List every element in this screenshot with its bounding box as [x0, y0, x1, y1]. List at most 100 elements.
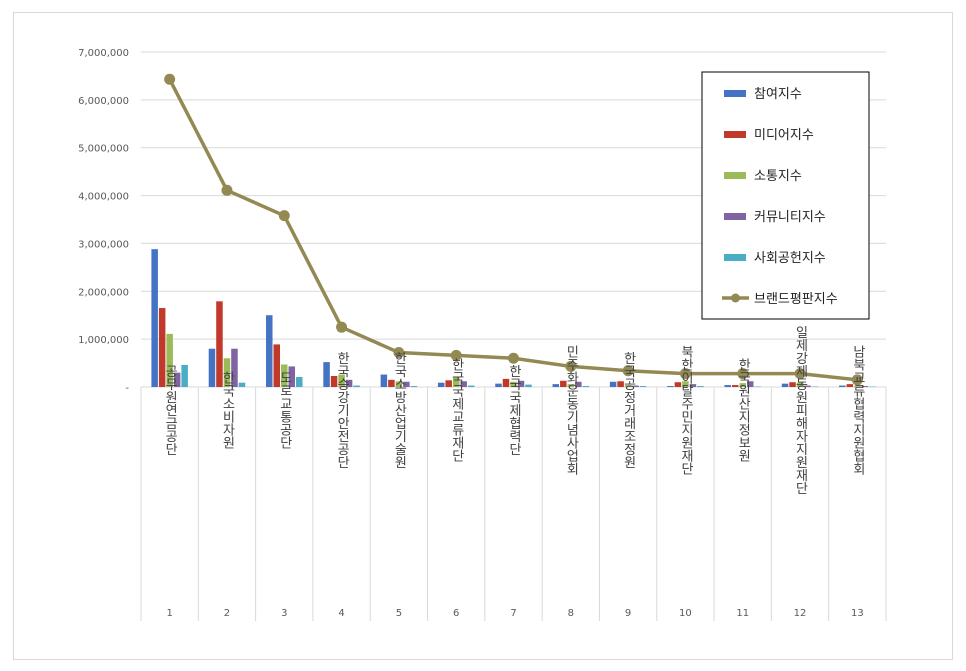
- category-label: 한국원산지정보원: [735, 358, 750, 462]
- category-label: 도로교통공단: [277, 371, 292, 449]
- legend-label: 브랜드평판지수: [754, 292, 838, 307]
- category-rank: 12: [794, 608, 807, 619]
- legend-box: [701, 71, 870, 320]
- bar: [296, 376, 303, 387]
- bar: [437, 382, 445, 387]
- line-point: [508, 352, 519, 364]
- category-rank: 4: [338, 608, 344, 619]
- legend-swatch: [724, 213, 746, 220]
- legend-swatch: [724, 254, 746, 261]
- bar: [353, 385, 360, 387]
- bar: [266, 315, 273, 387]
- legend-swatch: [724, 172, 746, 179]
- bar: [754, 386, 761, 388]
- bar: [288, 366, 296, 387]
- category-label: 한국승강기안전공단: [334, 352, 349, 469]
- bar: [552, 384, 560, 387]
- legend-label: 미디어지수: [754, 128, 814, 143]
- bar: [208, 348, 216, 387]
- chart-frame: 7,000,000 6,000,000 5,000,000 4,000,000 3,00…: [13, 12, 953, 660]
- legend-label: 커뮤니티지수: [754, 210, 826, 225]
- category-rank: 13: [851, 608, 864, 619]
- bar: [746, 381, 754, 387]
- bar: [345, 379, 353, 387]
- line-point: [622, 365, 634, 377]
- line-series: [164, 73, 863, 386]
- bar: [869, 386, 876, 388]
- line-point: [278, 210, 290, 222]
- category-rank: 1: [166, 608, 172, 619]
- line-point: [794, 368, 806, 380]
- bar: [223, 358, 231, 387]
- line-point: [851, 374, 863, 386]
- bar: [724, 385, 731, 387]
- bar: [575, 381, 582, 387]
- bar: [323, 362, 330, 387]
- y-tick-label: 1,000,000: [78, 335, 129, 346]
- y-tick-label: -: [125, 383, 129, 394]
- category-label: 한국공정거래조정원: [621, 352, 636, 469]
- bar: [525, 384, 532, 387]
- bar: [166, 333, 173, 387]
- bar: [689, 384, 697, 387]
- category-rank: 7: [510, 608, 516, 619]
- bar: [273, 344, 281, 387]
- y-tick-label: 3,000,000: [78, 239, 129, 250]
- y-axis: 7,000,000 6,000,000 5,000,000 4,000,000 3,00…: [78, 48, 129, 394]
- gridlines: [141, 51, 886, 388]
- category-label: 남북교류협력지원협회: [850, 345, 865, 475]
- line-point: [336, 321, 348, 333]
- line-point: [679, 368, 691, 380]
- bar: [632, 385, 639, 387]
- category-rank: 9: [625, 608, 631, 619]
- category-rank: 3: [281, 608, 287, 619]
- category-rank: 10: [679, 608, 692, 619]
- brand-reputation-chart: 7,000,000 6,000,000 5,000,000 4,000,000 3,00…: [78, 48, 887, 621]
- category-rank: 8: [568, 608, 574, 619]
- bar: [811, 386, 819, 388]
- bar: [380, 374, 388, 387]
- bar: [216, 301, 223, 387]
- bar: [281, 364, 288, 387]
- bar: [804, 385, 811, 387]
- line-point: [221, 184, 233, 196]
- bar-series: [151, 249, 876, 388]
- category-label: 일제강제동원피해자지원재단: [793, 326, 808, 495]
- y-tick-label: 6,000,000: [78, 96, 129, 107]
- category-rank: 2: [224, 608, 230, 619]
- line-point: [450, 349, 462, 361]
- legend-label: 참여지수: [754, 87, 802, 102]
- category-label: 한국소비자원: [219, 371, 234, 449]
- bar: [846, 384, 854, 387]
- bar: [839, 385, 846, 387]
- bar: [338, 374, 345, 387]
- bar: [697, 386, 704, 387]
- legend-swatch: [724, 90, 746, 97]
- line-point: [393, 347, 405, 359]
- bar: [517, 380, 525, 387]
- legend-swatch-marker: [731, 293, 740, 303]
- bar: [667, 386, 674, 387]
- bar: [682, 381, 689, 387]
- legend-label: 소통지수: [754, 169, 802, 184]
- bar: [173, 372, 181, 387]
- line-point: [565, 360, 577, 372]
- category-label: 민주화운동기념사업회: [563, 345, 578, 475]
- bar: [410, 386, 418, 387]
- bar: [731, 385, 739, 387]
- bar: [674, 382, 682, 387]
- category-label: 북한이탈주민지원재단: [678, 345, 693, 475]
- bar: [861, 386, 869, 387]
- bar: [639, 386, 647, 387]
- bar: [582, 386, 590, 387]
- category-rank: 5: [396, 608, 402, 619]
- category-rank: 6: [453, 608, 459, 619]
- bar: [502, 378, 510, 387]
- bar: [403, 381, 410, 387]
- bar: [624, 385, 632, 387]
- bar: [617, 381, 624, 387]
- bar: [560, 380, 567, 387]
- legend-swatch: [724, 131, 746, 138]
- bar: [460, 381, 467, 387]
- bar: [739, 383, 746, 387]
